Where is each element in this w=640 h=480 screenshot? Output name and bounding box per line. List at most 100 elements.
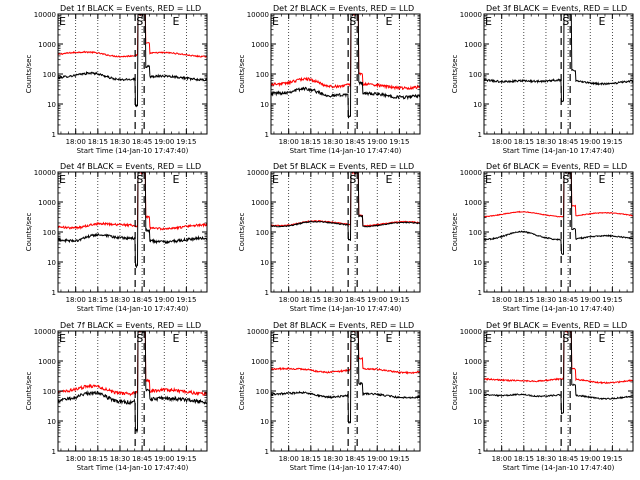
x-tick-label: 18:00	[492, 138, 512, 146]
y-tick-label: 10	[473, 418, 482, 426]
y-tick-label: 10000	[247, 169, 269, 177]
x-tick-label: 19:15	[389, 138, 409, 146]
marker-e-end: E	[599, 173, 606, 186]
y-tick-label: 100	[43, 229, 56, 237]
x-tick-label: 19:00	[580, 296, 600, 304]
y-tick-label: 1	[52, 131, 56, 139]
lld-series-line	[271, 331, 420, 375]
y-tick-label: 1000	[464, 358, 482, 366]
marker-e-end: E	[599, 332, 606, 345]
events-series-line	[271, 331, 420, 424]
marker-e-end: E	[173, 173, 180, 186]
y-tick-label: 1000	[464, 199, 482, 207]
panel-title: Det 1f BLACK = Events, RED = LLD	[60, 4, 201, 13]
x-tick-label: 18:45	[132, 296, 152, 304]
marker-e-end: E	[386, 15, 393, 28]
y-axis-label: Counts/sec	[25, 55, 33, 94]
x-tick-label: 19:00	[367, 296, 387, 304]
panel-title: Det 4f BLACK = Events, RED = LLD	[60, 162, 201, 171]
y-tick-label: 1	[265, 131, 269, 139]
x-tick-label: 18:15	[301, 138, 321, 146]
x-axis-label: Start Time (14-Jan-10 17:47:40)	[503, 464, 615, 472]
x-axis-label: Start Time (14-Jan-10 17:47:40)	[290, 305, 402, 313]
marker-e-start: E	[272, 173, 279, 186]
y-tick-label: 1000	[38, 358, 56, 366]
x-axis-label: Start Time (14-Jan-10 17:47:40)	[77, 305, 189, 313]
x-tick-label: 19:00	[580, 138, 600, 146]
marker-e-end: E	[173, 332, 180, 345]
y-tick-label: 10000	[460, 328, 482, 336]
y-axis-label: Counts/sec	[238, 372, 246, 411]
y-tick-label: 1000	[464, 41, 482, 49]
x-tick-label: 18:15	[88, 296, 108, 304]
panel-title: Det 7f BLACK = Events, RED = LLD	[60, 321, 201, 330]
y-tick-label: 1000	[38, 199, 56, 207]
x-tick-label: 18:30	[110, 296, 130, 304]
plot-frame	[483, 171, 634, 293]
plot-frame	[270, 171, 421, 293]
plot-frame	[483, 13, 634, 135]
x-tick-label: 19:00	[154, 455, 174, 463]
plot-frame	[270, 330, 421, 452]
x-tick-label: 18:15	[301, 296, 321, 304]
x-tick-label: 18:45	[345, 296, 365, 304]
x-tick-label: 18:30	[536, 138, 556, 146]
y-tick-label: 1000	[251, 199, 269, 207]
panel-title: Det 5f BLACK = Events, RED = LLD	[273, 162, 414, 171]
y-tick-label: 10	[473, 259, 482, 267]
y-tick-label: 10000	[460, 11, 482, 19]
y-tick-label: 1	[52, 289, 56, 297]
marker-e-start: E	[272, 332, 279, 345]
plot-area	[484, 14, 633, 103]
x-tick-label: 18:45	[132, 455, 152, 463]
y-tick-label: 1	[52, 448, 56, 456]
x-axis-label: Start Time (14-Jan-10 17:47:40)	[77, 464, 189, 472]
marker-s-saa: S	[349, 15, 356, 28]
x-tick-label: 18:15	[88, 138, 108, 146]
events-series-line	[271, 172, 420, 242]
x-tick-label: 18:30	[536, 455, 556, 463]
x-axis-label: Start Time (14-Jan-10 17:47:40)	[503, 305, 615, 313]
lld-series-line	[58, 14, 207, 58]
y-tick-label: 10000	[247, 328, 269, 336]
x-tick-label: 18:45	[132, 138, 152, 146]
plot-area	[58, 172, 207, 269]
x-tick-label: 19:00	[154, 138, 174, 146]
marker-e-start: E	[485, 15, 492, 28]
plot-frame	[270, 13, 421, 135]
marker-e-start: E	[485, 332, 492, 345]
events-series-line	[58, 172, 207, 269]
lld-series-line	[484, 172, 633, 218]
plot-area	[271, 172, 420, 242]
y-tick-label: 10	[47, 101, 56, 109]
events-series-line	[58, 331, 207, 434]
y-axis-label: Counts/sec	[238, 213, 246, 252]
y-tick-label: 100	[469, 71, 482, 79]
y-tick-label: 10000	[34, 169, 56, 177]
marker-e-end: E	[599, 15, 606, 28]
y-tick-label: 10000	[34, 11, 56, 19]
lld-series-line	[58, 172, 207, 231]
events-series-line	[58, 14, 207, 108]
y-tick-label: 10	[260, 101, 269, 109]
y-tick-label: 100	[469, 229, 482, 237]
x-tick-label: 19:15	[389, 455, 409, 463]
y-tick-label: 100	[43, 388, 56, 396]
x-tick-label: 18:15	[514, 138, 534, 146]
marker-s-saa: S	[562, 173, 569, 186]
x-tick-label: 18:30	[323, 296, 343, 304]
plot-area	[484, 172, 633, 255]
x-tick-label: 19:15	[176, 138, 196, 146]
y-tick-label: 10	[260, 418, 269, 426]
x-tick-label: 18:45	[558, 455, 578, 463]
y-tick-label: 10	[260, 259, 269, 267]
events-series-line	[484, 14, 633, 103]
lld-series-line	[271, 14, 420, 91]
y-axis-label: Counts/sec	[238, 55, 246, 94]
